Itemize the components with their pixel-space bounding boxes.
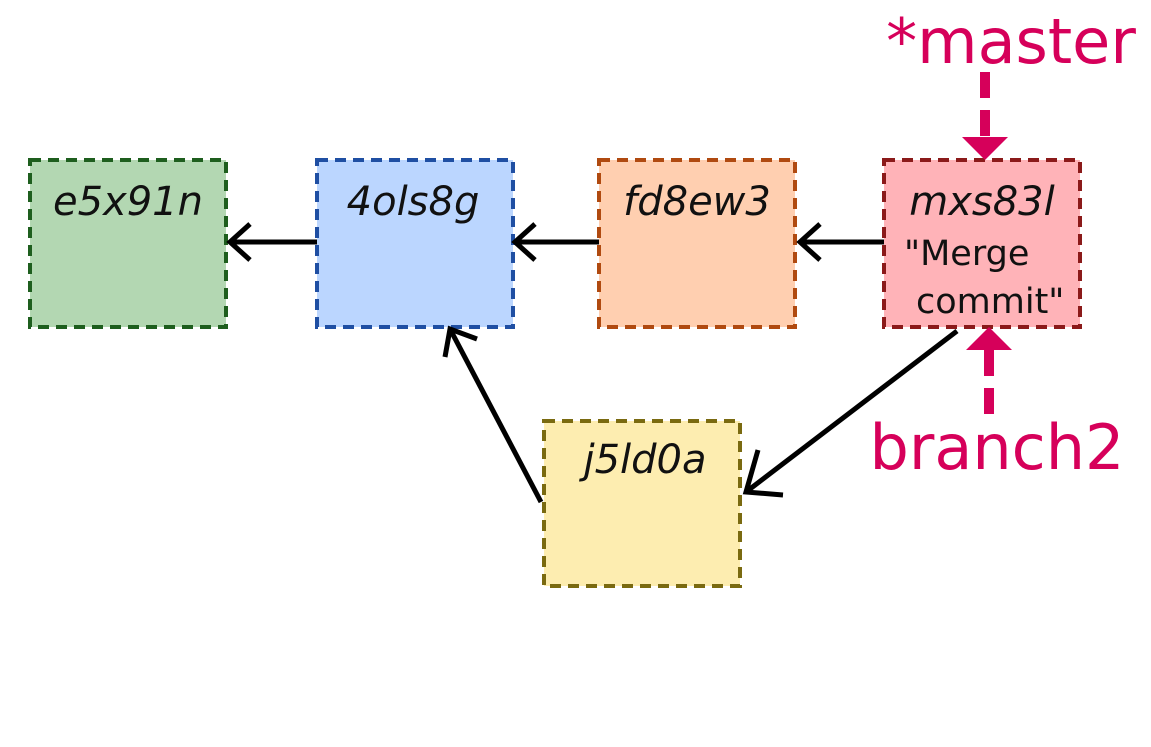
commit-hash-fd8ew3: fd8ew3 [623,179,771,225]
commit-mxs83l: mxs83l "Merge commit" [882,158,1082,329]
ref-label-branch2: branch2 [870,411,1125,484]
edge-mxs83l-to-fd8ew3 [796,222,884,262]
commit-fd8ew3: fd8ew3 [597,158,797,329]
commit-box-fd8ew3 [597,158,797,329]
commit-hash-4ols8g: 4ols8g [347,179,480,225]
ref-master: *master [886,5,1136,160]
arrowhead-icon [442,325,478,358]
commit-4ols8g: 4ols8g [315,158,515,329]
edge-4ols8g-to-e5x91n [226,222,317,262]
commit-e5x91n: e5x91n [28,158,228,329]
edge-mxs83l-to-j5ld0a [742,329,959,498]
commit-message-line-1: "Merge [904,234,1029,274]
edge-fd8ew3-to-4ols8g [511,222,599,262]
arrowhead-icon [796,222,822,262]
arrowhead-icon [511,222,537,262]
arrowhead-icon [226,222,252,262]
edge-line [447,327,544,504]
commit-j5ld0a: j5ld0a [542,419,742,588]
commit-box-4ols8g [315,158,515,329]
arrowhead-icon [742,449,784,498]
arrowhead-icon [966,327,1012,350]
commit-box-mxs83l [882,158,1082,329]
commit-hash-e5x91n: e5x91n [53,179,203,225]
commit-box-e5x91n [28,158,228,329]
commit-hash-mxs83l: mxs83l [909,179,1055,225]
edge-j5ld0a-to-4ols8g [442,325,544,504]
edge-line [744,329,959,494]
ref-label-master: *master [886,5,1136,78]
arrowhead-icon [962,137,1008,160]
ref-branch2: branch2 [870,327,1125,484]
commit-box-j5ld0a [542,419,742,588]
commit-message-line-2: commit" [916,282,1064,322]
commit-hash-j5ld0a: j5ld0a [578,437,706,483]
